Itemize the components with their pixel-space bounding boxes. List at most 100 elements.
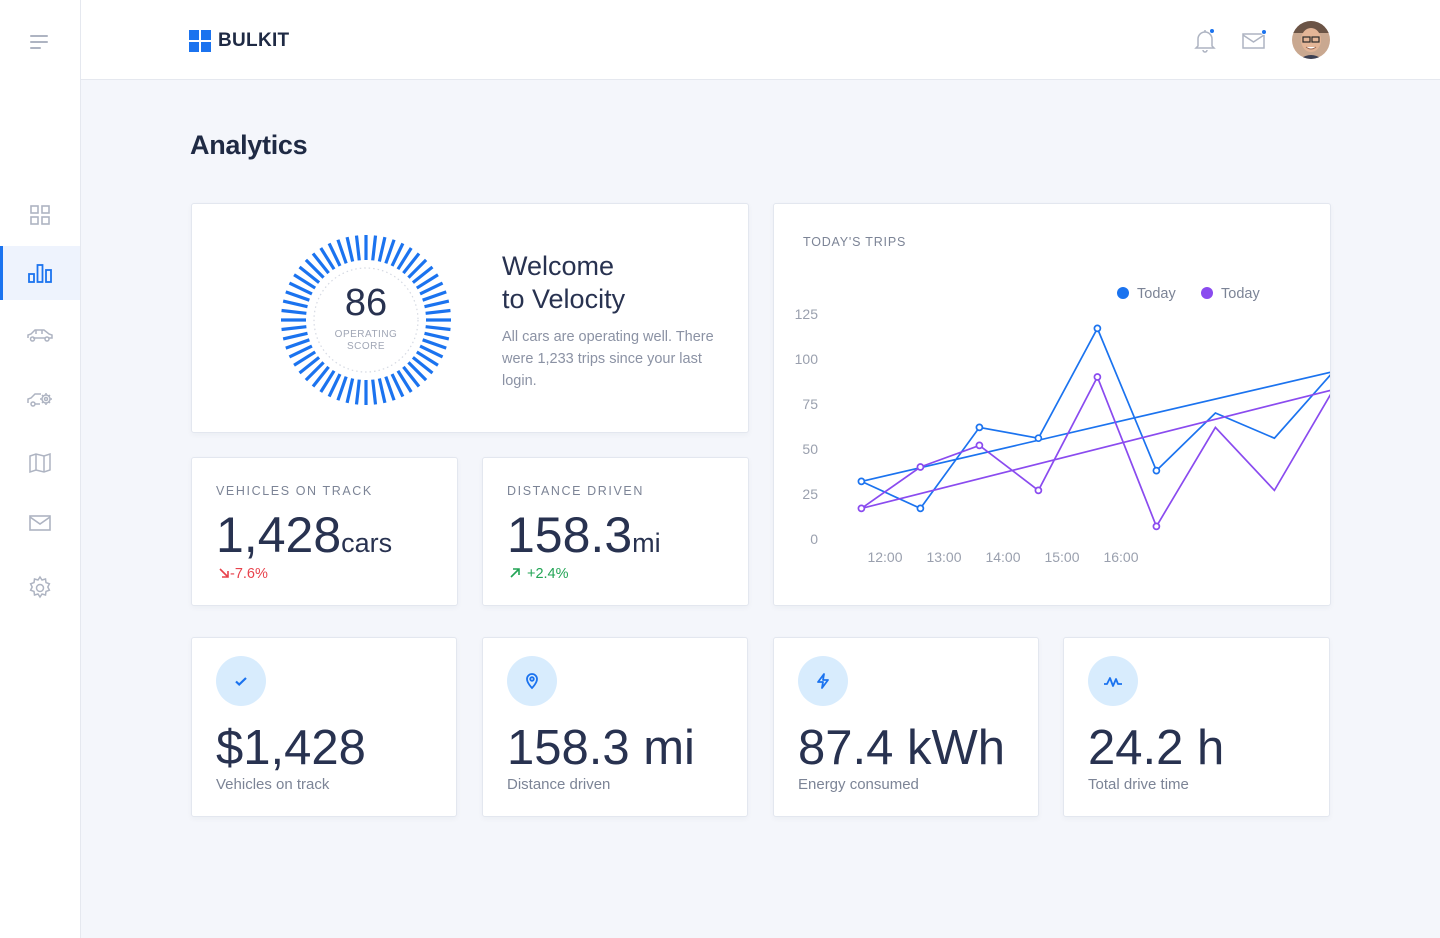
legend-label: Today xyxy=(1221,286,1260,302)
brand-name: BULKIT xyxy=(218,30,290,51)
data-point[interactable] xyxy=(857,477,866,486)
data-point[interactable] xyxy=(975,423,984,432)
welcome-text: All cars are operating well. There were … xyxy=(502,329,714,389)
sidebar-item-dashboard[interactable] xyxy=(0,188,80,242)
score-tick xyxy=(419,344,444,359)
avatar[interactable] xyxy=(1292,21,1330,59)
score-tick xyxy=(345,236,355,262)
stat-card-vehicles: VEHICLES ON TRACK 1,428cars -7.6% xyxy=(191,457,458,606)
series-line xyxy=(860,374,1330,529)
lightning-icon xyxy=(798,656,848,706)
messages-button[interactable] xyxy=(1240,26,1268,54)
car-icon xyxy=(27,329,53,342)
score-tick xyxy=(311,252,330,275)
data-point[interactable] xyxy=(916,504,925,513)
score-tick xyxy=(288,281,313,296)
kpi-label: Energy consumed xyxy=(798,776,919,793)
top-bar: BULKIT xyxy=(81,0,1440,80)
score-tick xyxy=(424,331,450,341)
data-point[interactable] xyxy=(1152,522,1161,531)
score-tick xyxy=(281,325,307,332)
kpi-value: 24.2 h xyxy=(1088,721,1225,775)
y-tick-label: 50 xyxy=(802,441,818,457)
data-point[interactable] xyxy=(1034,486,1043,495)
sidebar-item-settings[interactable] xyxy=(0,561,80,615)
data-point[interactable] xyxy=(1093,373,1102,381)
data-point[interactable] xyxy=(1152,466,1161,475)
page-title: Analytics xyxy=(190,130,308,160)
kpi-card-vehicles: $1,428 Vehicles on track xyxy=(191,637,457,817)
welcome-title-line-1: Welcome xyxy=(502,251,615,281)
kpi-card-energy: 87.4 kWh Energy consumed xyxy=(773,637,1039,817)
sidebar-item-analytics[interactable] xyxy=(0,246,80,300)
arrow-up-right-icon xyxy=(510,568,520,578)
sidebar-item-vehicles[interactable] xyxy=(0,308,80,362)
series-line xyxy=(861,326,1330,510)
kpi-card-drive-time: 24.2 h Total drive time xyxy=(1063,637,1330,817)
score-tick xyxy=(407,361,428,382)
x-tick-label: 14:00 xyxy=(985,549,1020,565)
score-tick xyxy=(424,299,450,309)
score-tick xyxy=(384,376,396,401)
data-point[interactable] xyxy=(857,504,866,513)
stat-change: -7.6% xyxy=(218,566,268,582)
data-point[interactable] xyxy=(1093,324,1102,333)
gear-icon xyxy=(29,575,51,599)
score-tick xyxy=(285,290,310,302)
stat-value: 1,428cars xyxy=(216,507,393,563)
legend-swatch xyxy=(1201,287,1213,299)
score-tick xyxy=(304,361,325,382)
stat-label: DISTANCE DRIVEN xyxy=(507,484,644,498)
notifications-button[interactable] xyxy=(1191,26,1219,54)
data-point[interactable] xyxy=(1034,434,1043,443)
score-tick xyxy=(311,365,330,388)
x-tick-label: 12:00 xyxy=(867,549,902,565)
score-tick xyxy=(285,338,310,350)
score-tick xyxy=(288,344,313,359)
score-tick xyxy=(425,308,451,315)
score-tick xyxy=(293,350,317,367)
score-tick xyxy=(282,299,308,309)
score-tick xyxy=(319,247,336,271)
score-tick xyxy=(304,258,325,279)
arrow-down-right-icon xyxy=(219,568,229,578)
score-tick xyxy=(319,369,336,393)
score-tick xyxy=(422,338,447,350)
score-tick xyxy=(377,378,387,404)
check-icon xyxy=(216,656,266,706)
y-tick-label: 100 xyxy=(795,351,819,367)
legend-item[interactable]: Today xyxy=(1117,286,1176,302)
x-tick-label: 16:00 xyxy=(1103,549,1138,565)
stat-change: +2.4% xyxy=(509,566,569,582)
score-tick xyxy=(422,290,447,302)
sidebar-item-map[interactable] xyxy=(0,436,80,490)
score-tick xyxy=(336,376,348,401)
score-tick xyxy=(384,239,396,264)
score-tick xyxy=(390,373,405,398)
bar-chart-icon xyxy=(28,264,52,283)
score-tick xyxy=(419,281,444,296)
car-settings-icon xyxy=(27,393,52,407)
sidebar-item-maintenance[interactable] xyxy=(0,371,80,425)
hamburger-menu-icon[interactable] xyxy=(30,34,50,50)
score-tick xyxy=(354,379,361,405)
data-point[interactable] xyxy=(975,441,984,450)
score-tick xyxy=(396,247,413,271)
score-tick xyxy=(402,365,421,388)
score-tick xyxy=(411,265,434,284)
sidebar-item-messages[interactable] xyxy=(0,496,80,550)
legend-item[interactable]: Today xyxy=(1201,286,1260,302)
y-tick-label: 25 xyxy=(802,486,818,502)
kpi-value: $1,428 xyxy=(216,721,366,775)
score-tick xyxy=(282,331,308,341)
grid-icon xyxy=(30,205,50,225)
activity-icon xyxy=(1088,656,1138,706)
brand-logo[interactable]: BULKIT xyxy=(189,30,289,52)
trips-chart-card: TODAY'S TRIPS 0 25 50 75 100 125 12:00 13:00 14:… xyxy=(773,203,1331,606)
mail-icon xyxy=(1242,33,1265,49)
data-point[interactable] xyxy=(916,463,925,471)
welcome-card: 86 OPERATING SCORE Welcome to Velocity A… xyxy=(191,203,749,433)
kpi-value: 87.4 kWh xyxy=(798,721,1005,775)
kpi-label: Distance driven xyxy=(507,776,611,793)
mail-icon xyxy=(29,515,51,531)
